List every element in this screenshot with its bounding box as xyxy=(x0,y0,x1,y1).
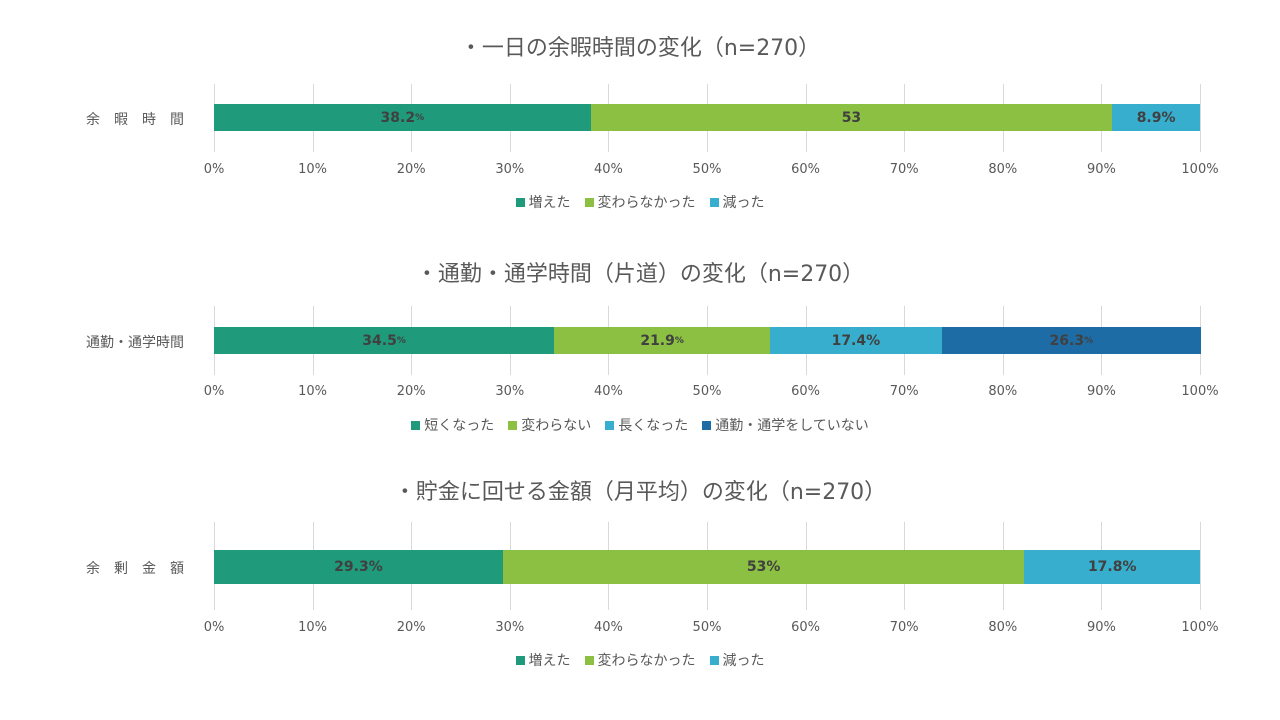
chart-title: ・一日の余暇時間の変化（n=270） xyxy=(459,36,821,61)
legend-swatch xyxy=(709,655,719,665)
x-tick-label: 70% xyxy=(889,384,919,399)
bar-segment: 26.3% xyxy=(941,327,1201,354)
legend: 増えた 変わらなかった 減った xyxy=(0,650,1280,670)
data-label-unit: % xyxy=(396,335,406,346)
legend-swatch xyxy=(515,197,525,207)
legend-swatch xyxy=(584,655,594,665)
bar-segment: 38.2% xyxy=(214,104,591,131)
x-tick-label: 60% xyxy=(791,384,821,399)
data-label: 21.9 xyxy=(640,332,675,349)
legend-label: 増えた xyxy=(528,653,571,669)
data-label: 29.3% xyxy=(334,559,383,575)
legend-item: 減った xyxy=(709,192,765,212)
x-tick-label: 60% xyxy=(791,620,821,635)
x-tick-label: 60% xyxy=(791,162,821,177)
x-tick-label: 0% xyxy=(203,384,225,399)
legend-label: 長くなった xyxy=(618,418,689,434)
category-label: 通勤・通学時間 xyxy=(86,334,184,351)
legend-label: 変わらない xyxy=(521,418,592,434)
data-label: 17.8% xyxy=(1087,559,1137,575)
x-tick-label: 70% xyxy=(889,162,919,177)
chart-title: ・貯金に回せる金額（月平均）の変化（n=270） xyxy=(393,480,887,505)
x-tick-label: 50% xyxy=(692,162,722,177)
x-tick-label: 20% xyxy=(396,620,426,635)
legend-label: 変わらなかった xyxy=(597,195,696,211)
category-label: 余 暇 時 間 xyxy=(86,111,184,128)
x-tick-label: 80% xyxy=(988,162,1018,177)
legend-swatch xyxy=(508,420,518,430)
bar-segment: 29.3% xyxy=(214,550,503,584)
x-tick-label: 20% xyxy=(396,384,426,399)
x-tick-label: 30% xyxy=(495,162,525,177)
legend-swatch xyxy=(584,197,594,207)
legend-label: 通勤・通学をしていない xyxy=(715,418,869,434)
data-label: 53% xyxy=(746,559,781,575)
legend-swatch xyxy=(702,420,712,430)
data-label: 8.9% xyxy=(1136,109,1176,126)
x-tick-label: 0% xyxy=(203,620,225,635)
x-tick-label: 40% xyxy=(593,384,623,399)
legend-swatch xyxy=(709,197,719,207)
legend-item: 長くなった xyxy=(605,415,688,435)
data-label: 53 xyxy=(841,109,862,126)
x-tick-label: 50% xyxy=(692,384,722,399)
legend-item: 変わらなかった xyxy=(584,650,696,670)
legend-item: 通勤・通学をしていない xyxy=(702,415,869,435)
x-tick-label: 80% xyxy=(988,384,1018,399)
data-label: 34.5 xyxy=(362,332,397,349)
data-label-unit: % xyxy=(415,112,425,123)
x-tick-label: 30% xyxy=(495,384,525,399)
bar-segment: 34.5% xyxy=(214,327,555,354)
x-tick-label: 0% xyxy=(203,162,225,177)
data-label-unit: % xyxy=(674,335,684,346)
x-tick-label: 90% xyxy=(1086,384,1116,399)
bar-segment: 8.9% xyxy=(1112,104,1200,131)
bar-segment: 21.9% xyxy=(554,327,771,354)
x-tick-label: 80% xyxy=(988,620,1018,635)
legend-item: 変わらない xyxy=(508,415,591,435)
x-tick-label: 100% xyxy=(1181,162,1219,177)
legend-swatch xyxy=(411,420,421,430)
legend-swatch xyxy=(515,655,525,665)
legend-item: 増えた xyxy=(515,650,571,670)
x-tick-label: 50% xyxy=(692,620,722,635)
x-tick-label: 70% xyxy=(889,620,919,635)
legend-label: 減った xyxy=(722,653,765,669)
x-tick-label: 90% xyxy=(1086,620,1116,635)
legend-label: 変わらなかった xyxy=(597,653,696,669)
bar-segment: 53 xyxy=(590,104,1113,131)
legend-label: 減った xyxy=(722,195,765,211)
data-label: 38.2 xyxy=(380,109,416,126)
bar-segment: 17.8% xyxy=(1024,550,1200,584)
chart-title: ・通勤・通学時間（片道）の変化（n=270） xyxy=(415,262,865,287)
data-label: 17.4% xyxy=(831,332,881,349)
x-tick-label: 40% xyxy=(593,162,623,177)
data-label: 26.3 xyxy=(1049,332,1085,349)
x-tick-label: 10% xyxy=(298,620,328,635)
legend: 増えた 変わらなかった 減った xyxy=(0,192,1280,212)
legend-item: 増えた xyxy=(515,192,571,212)
legend: 短くなった 変わらない 長くなった 通勤・通学をしていない xyxy=(0,415,1280,435)
x-tick-label: 100% xyxy=(1181,620,1219,635)
category-label: 余 剰 金 額 xyxy=(86,561,184,577)
x-tick-label: 40% xyxy=(593,620,623,635)
legend-label: 短くなった xyxy=(424,418,495,434)
x-tick-label: 90% xyxy=(1086,162,1116,177)
gridline xyxy=(1200,84,1201,152)
data-label-unit: % xyxy=(1084,335,1094,346)
legend-swatch xyxy=(605,420,615,430)
x-tick-label: 10% xyxy=(298,162,328,177)
x-tick-label: 10% xyxy=(298,384,328,399)
bar-segment: 53% xyxy=(502,550,1025,584)
bar-segment: 17.4% xyxy=(770,327,942,354)
x-tick-label: 100% xyxy=(1181,384,1219,399)
x-tick-label: 30% xyxy=(495,620,525,635)
legend-item: 変わらなかった xyxy=(584,192,696,212)
legend-item: 短くなった xyxy=(411,415,494,435)
x-tick-label: 20% xyxy=(396,162,426,177)
legend-item: 減った xyxy=(709,650,765,670)
gridline xyxy=(1200,522,1201,610)
legend-label: 増えた xyxy=(528,195,571,211)
